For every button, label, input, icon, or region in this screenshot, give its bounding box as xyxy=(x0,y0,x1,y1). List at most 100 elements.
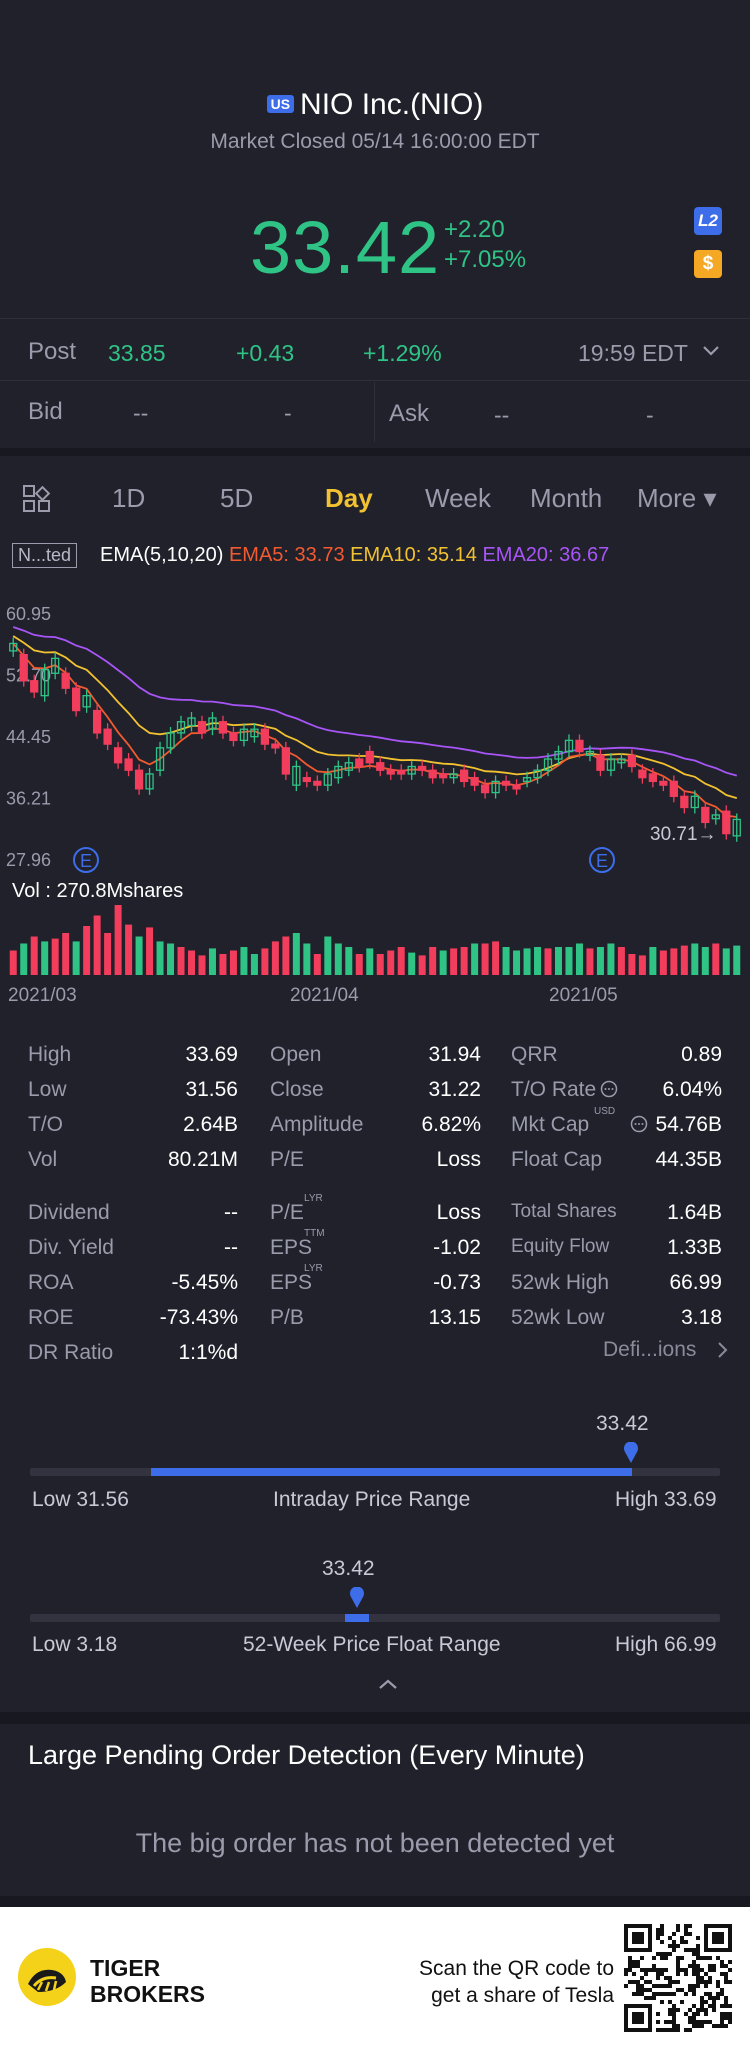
definitions-link[interactable]: Defi...ions xyxy=(603,1338,697,1361)
qr-module xyxy=(692,2012,696,2016)
stat-value: 80.21M xyxy=(167,1148,238,1171)
volume-bar xyxy=(596,947,604,975)
ema-legend: EMA(5,10,20) EMA5: 33.73 EMA10: 35.14 EM… xyxy=(100,544,609,567)
volume-bar xyxy=(313,954,321,975)
info-icon[interactable] xyxy=(630,1115,648,1133)
qr-code-icon[interactable] xyxy=(624,1924,732,2032)
stat-value: 0.89 xyxy=(681,1043,722,1066)
stat-label: Total Shares xyxy=(511,1201,617,1222)
qr-module xyxy=(656,1968,660,1972)
candle-body xyxy=(418,765,427,771)
qr-module xyxy=(628,1964,632,1968)
tab-1d[interactable]: 1D xyxy=(112,483,146,513)
stat-label: QRR xyxy=(511,1043,558,1066)
qr-module xyxy=(652,1956,656,1960)
qr-module xyxy=(716,1956,720,1960)
qr-module xyxy=(716,1980,720,1984)
qr-module xyxy=(656,2012,660,2016)
qr-module xyxy=(728,1980,732,1984)
volume-bar xyxy=(282,936,290,975)
qr-module xyxy=(632,1992,636,1996)
candle-body xyxy=(51,657,60,674)
candle-body xyxy=(543,758,553,771)
qr-module xyxy=(700,2000,704,2004)
qr-module xyxy=(712,1968,716,1972)
stat-label: ROE xyxy=(28,1306,74,1329)
candle-body xyxy=(627,754,637,768)
qr-module xyxy=(712,1996,716,2000)
qr-module xyxy=(720,1964,724,1968)
intraday-high: High 33.69 xyxy=(615,1488,717,1511)
tab-week[interactable]: Week xyxy=(425,483,491,513)
qr-module xyxy=(660,1952,664,1956)
post-price: 33.85 xyxy=(108,340,166,366)
stock-title: US NIO Inc.(NIO) xyxy=(0,88,750,122)
volume-bar xyxy=(51,938,59,975)
info-icon[interactable] xyxy=(600,1080,618,1098)
stat-value: 33.69 xyxy=(185,1043,238,1066)
qr-module xyxy=(692,1948,696,1952)
qr-module xyxy=(720,2020,724,2024)
qr-module xyxy=(728,2020,732,2024)
qr-module xyxy=(636,1964,640,1968)
qr-module xyxy=(668,1980,672,1984)
volume-bar xyxy=(722,948,730,975)
tab-month[interactable]: Month xyxy=(530,483,603,513)
volume-bar xyxy=(701,947,709,975)
qr-module xyxy=(692,1988,696,1992)
stat-value: Loss xyxy=(436,1148,481,1171)
qr-module xyxy=(696,1956,700,1960)
post-change-pct: +1.29% xyxy=(363,340,442,366)
candle-body xyxy=(187,717,196,727)
tab-more[interactable]: More ▾ xyxy=(637,483,717,513)
chevron-up-icon[interactable] xyxy=(378,1678,398,1690)
volume-bar xyxy=(355,954,363,975)
stat-sup: LYR xyxy=(304,1193,323,1204)
qr-module xyxy=(724,1980,728,1984)
volume-bar xyxy=(240,947,248,975)
week52-current: 33.42 xyxy=(322,1557,375,1580)
volume-bar xyxy=(418,955,426,975)
qr-module xyxy=(696,1976,700,1980)
volume-bar xyxy=(439,950,447,975)
volume-bar xyxy=(135,936,143,975)
qr-module xyxy=(692,1972,696,1976)
qr-module xyxy=(676,1944,680,1948)
chart-settings-icon[interactable] xyxy=(23,485,51,513)
tab-day[interactable]: Day xyxy=(325,483,373,513)
qr-module xyxy=(684,1948,688,1952)
qr-module xyxy=(672,1940,676,1944)
qr-module xyxy=(640,1992,644,1996)
stat-value: -5.45% xyxy=(171,1271,238,1294)
chevron-down-icon[interactable] xyxy=(702,345,720,357)
qr-module xyxy=(656,1972,660,1976)
qr-module xyxy=(628,1968,632,1972)
qr-module xyxy=(684,1928,688,1932)
stat-value: -0.73 xyxy=(433,1271,481,1294)
section-divider xyxy=(0,448,750,456)
tab-5d[interactable]: 5D xyxy=(220,483,254,513)
chevron-right-icon[interactable] xyxy=(717,1341,729,1359)
ema10-line xyxy=(12,635,738,799)
volume-bar xyxy=(167,943,175,975)
price-chart[interactable]: 60.95 52.70 44.45 36.21 27.96 30.71→ E E 2021/03… xyxy=(0,590,750,1010)
week52-low: Low 3.18 xyxy=(32,1633,118,1656)
dollar-icon[interactable]: $ xyxy=(694,250,722,278)
qr-module xyxy=(652,1968,656,1972)
indicator-tag[interactable]: N...ted xyxy=(12,543,78,568)
qr-module xyxy=(660,1940,664,1944)
qr-module xyxy=(664,1992,668,1996)
qr-module xyxy=(696,1964,700,1968)
stat-value: 3.18 xyxy=(681,1306,722,1329)
qr-module xyxy=(656,1992,660,1996)
level2-icon[interactable]: L2 xyxy=(694,207,722,235)
candle-body xyxy=(439,773,448,779)
stat-label: Div. Yield xyxy=(28,1236,114,1259)
qr-module xyxy=(700,2008,704,2012)
post-time[interactable]: 19:59 EDT xyxy=(578,340,688,366)
qr-module xyxy=(704,1956,708,1960)
footer-banner[interactable]: TIGER BROKERS Scan the QR code to get a … xyxy=(0,1907,750,2053)
volume-bar xyxy=(617,947,625,975)
qr-module xyxy=(688,1948,692,1952)
stat-value: 31.56 xyxy=(185,1078,238,1101)
